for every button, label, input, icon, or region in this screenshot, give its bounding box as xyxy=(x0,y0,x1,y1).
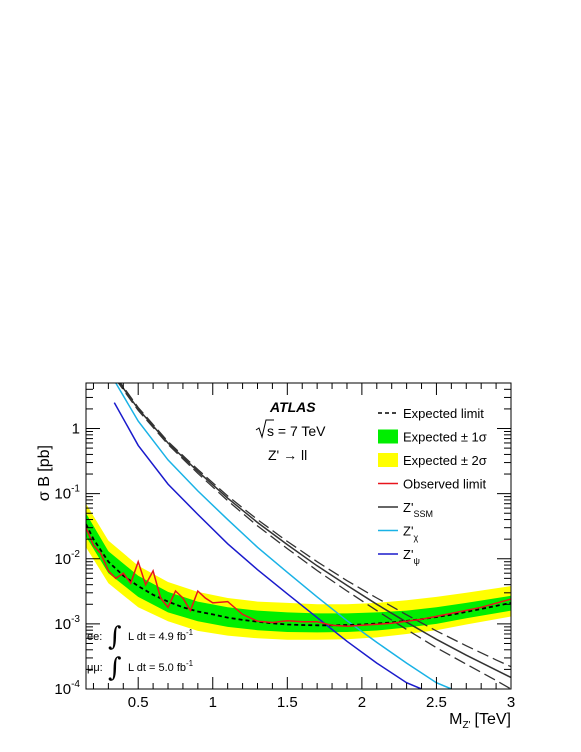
integral-icon: ∫ xyxy=(108,622,122,652)
y-tick-label: 10-2 xyxy=(54,549,80,568)
x-tick-label: 2 xyxy=(358,694,366,711)
process-label: Z' → ll xyxy=(268,447,307,463)
y-tick-label: 10-4 xyxy=(54,679,80,698)
x-tick-label: 2.5 xyxy=(426,694,447,711)
svg-text:L dt = 5.0 fb-1: L dt = 5.0 fb-1 xyxy=(128,659,194,674)
legend-label-band2: Expected ± 2σ xyxy=(403,453,487,468)
observed-limit-curve xyxy=(86,527,511,627)
legend-item-band2: Expected ± 2σ xyxy=(378,453,487,468)
x-tick-label: 3 xyxy=(507,694,515,711)
zprime-ssm-curve xyxy=(118,383,511,679)
svg-text:s = 7 TeV: s = 7 TeV xyxy=(267,423,326,439)
data-layer xyxy=(86,383,511,689)
integral-icon: ∫ xyxy=(108,653,122,683)
expected-1sigma-band xyxy=(86,513,511,633)
legend-label-band1: Expected ± 1σ xyxy=(403,430,487,445)
zprime-ssm-high-curve xyxy=(119,383,511,668)
x-tick-label: 1 xyxy=(209,694,217,711)
legend-label-ssm: Z'SSM xyxy=(403,500,433,519)
legend-label-chi: Z'χ xyxy=(403,524,418,543)
legend-swatch-band2 xyxy=(378,453,398,467)
y-axis-title: σ B [pb] xyxy=(36,445,53,501)
legend-label-psi: Z'ψ xyxy=(403,547,420,566)
svg-text:μμ:: μμ: xyxy=(87,662,103,674)
legend-item-chi: Z'χ xyxy=(378,524,418,543)
legend-label-observed: Observed limit xyxy=(403,477,486,492)
legend: Expected limit Expected ± 1σ Expected ± 2σ… xyxy=(378,406,487,566)
legend-swatch-band1 xyxy=(378,429,398,444)
atlas-label: ATLAS xyxy=(269,399,316,415)
zprime-psi-curve xyxy=(113,402,422,689)
legend-item-psi: Z'ψ xyxy=(378,547,420,566)
energy-label: s = 7 TeV xyxy=(255,419,326,439)
y-tick-label: 10-3 xyxy=(54,614,80,633)
legend-item-expected: Expected limit xyxy=(378,406,484,421)
zprime-chi-curve xyxy=(115,383,452,689)
lumi-ee-annotation: ee: ∫ L dt = 4.9 fb-1 xyxy=(87,622,194,652)
zprime-ssm-low-curve xyxy=(117,383,511,689)
x-axis-title: MZ' [TeV] xyxy=(449,711,511,731)
svg-text:ee:: ee: xyxy=(87,631,102,643)
legend-label-expected: Expected limit xyxy=(403,406,484,421)
x-tick-label: 1.5 xyxy=(277,694,298,711)
x-tick-label: 0.5 xyxy=(128,694,149,711)
y-tick-label: 1 xyxy=(72,421,80,438)
svg-text:L dt = 4.9 fb-1: L dt = 4.9 fb-1 xyxy=(128,628,194,643)
axes-layer: 0.5 1 1.5 2 2.5 3 10-4 10-3 10-2 10-1 1 xyxy=(54,382,515,711)
sqrt-icon xyxy=(255,419,274,439)
y-tick-label: 10-1 xyxy=(54,484,80,503)
plot-frame xyxy=(85,382,512,690)
lumi-mumu-annotation: μμ: ∫ L dt = 5.0 fb-1 xyxy=(87,653,194,683)
legend-item-ssm: Z'SSM xyxy=(378,500,433,519)
legend-item-band1: Expected ± 1σ xyxy=(378,429,487,445)
legend-item-observed: Observed limit xyxy=(378,477,486,492)
